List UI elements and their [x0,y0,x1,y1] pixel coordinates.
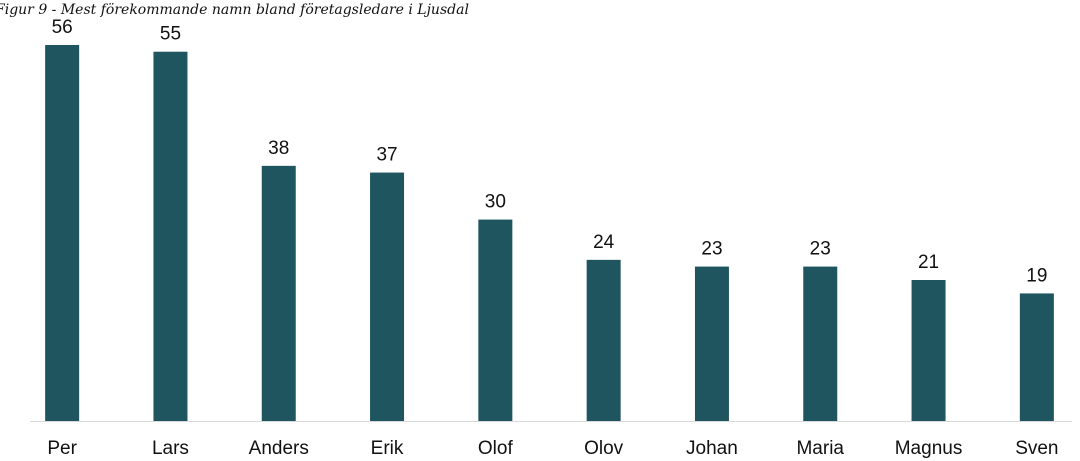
x-tick-label: Olof [478,438,514,459]
bar [261,165,296,421]
x-tick-label: Per [47,438,77,459]
bar [694,266,729,421]
x-tick-label: Sven [1015,438,1058,459]
data-label: 23 [810,239,831,260]
data-label: 55 [160,24,181,45]
x-tick-label: Maria [796,438,844,459]
bar [803,266,838,421]
bar [45,45,80,421]
x-tick-label: Olov [584,438,624,459]
x-tick-label: Anders [249,438,309,459]
bar [153,51,188,421]
x-tick-label: Erik [371,438,404,459]
bar [586,259,621,421]
bar [478,219,513,421]
data-label: 30 [485,192,506,213]
data-label: 23 [701,239,722,260]
data-label: 24 [593,232,615,253]
x-tick-label: Lars [152,438,189,459]
chart-title: Figur 9 - Mest förekommande namn bland f… [0,2,469,18]
x-tick-label: Johan [686,438,738,459]
data-label: 56 [52,17,73,38]
bar [1019,293,1054,421]
bar [911,280,946,421]
data-label: 37 [376,145,397,166]
data-label: 19 [1026,265,1047,286]
data-label: 21 [918,252,939,273]
data-label: 38 [268,138,289,159]
bar [370,172,405,421]
x-tick-label: Magnus [895,438,963,459]
